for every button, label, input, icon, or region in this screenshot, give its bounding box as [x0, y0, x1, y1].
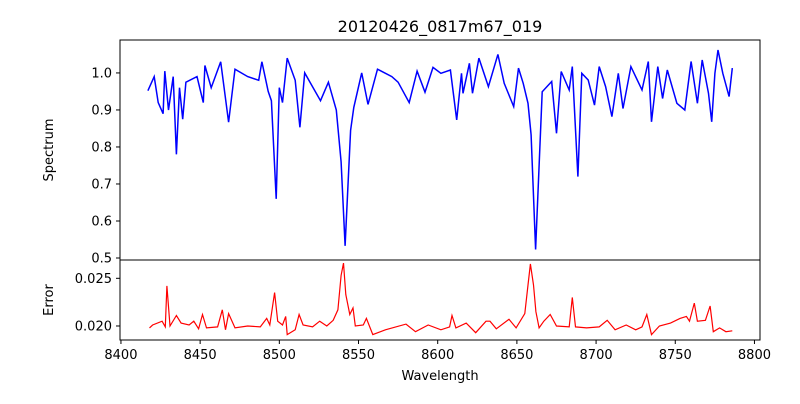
error-y-label: Error — [42, 284, 57, 316]
error-axes-frame — [119, 259, 761, 341]
error-line — [149, 262, 733, 336]
x-tick-label: 8600 — [421, 348, 454, 363]
spectrum-y-label: Spectrum — [42, 119, 57, 182]
y-tick-label: 0.5 — [91, 252, 112, 267]
spectrum-y-ticks: 0.5 0.6 0.7 0.8 0.9 1.0 — [91, 66, 120, 267]
y-tick-label: 0.7 — [91, 177, 112, 192]
y-tick-label: 0.8 — [91, 140, 112, 155]
y-tick-label: 0.6 — [91, 214, 112, 229]
x-tick-label: 8550 — [342, 348, 375, 363]
y-tick-label: 1.0 — [91, 66, 112, 81]
spectrum-line — [147, 49, 734, 250]
x-tick-label: 8400 — [104, 348, 137, 363]
x-tick-label: 8700 — [580, 348, 613, 363]
x-tick-label: 8650 — [500, 348, 533, 363]
x-tick-label: 8500 — [263, 348, 296, 363]
y-tick-label: 0.020 — [75, 319, 112, 334]
error-y-ticks: 0.020 0.025 — [75, 272, 120, 334]
x-ticks: 8400 8450 8500 8550 8600 8650 8700 8750 8800 — [104, 340, 771, 363]
y-tick-label: 0.025 — [75, 272, 112, 287]
x-tick-label: 8750 — [659, 348, 692, 363]
y-tick-label: 0.9 — [91, 103, 112, 118]
x-tick-label: 8800 — [738, 348, 771, 363]
x-axis-label: Wavelength — [401, 369, 478, 384]
chart-title: 20120426_0817m67_019 — [338, 17, 543, 37]
x-tick-label: 8450 — [184, 348, 217, 363]
